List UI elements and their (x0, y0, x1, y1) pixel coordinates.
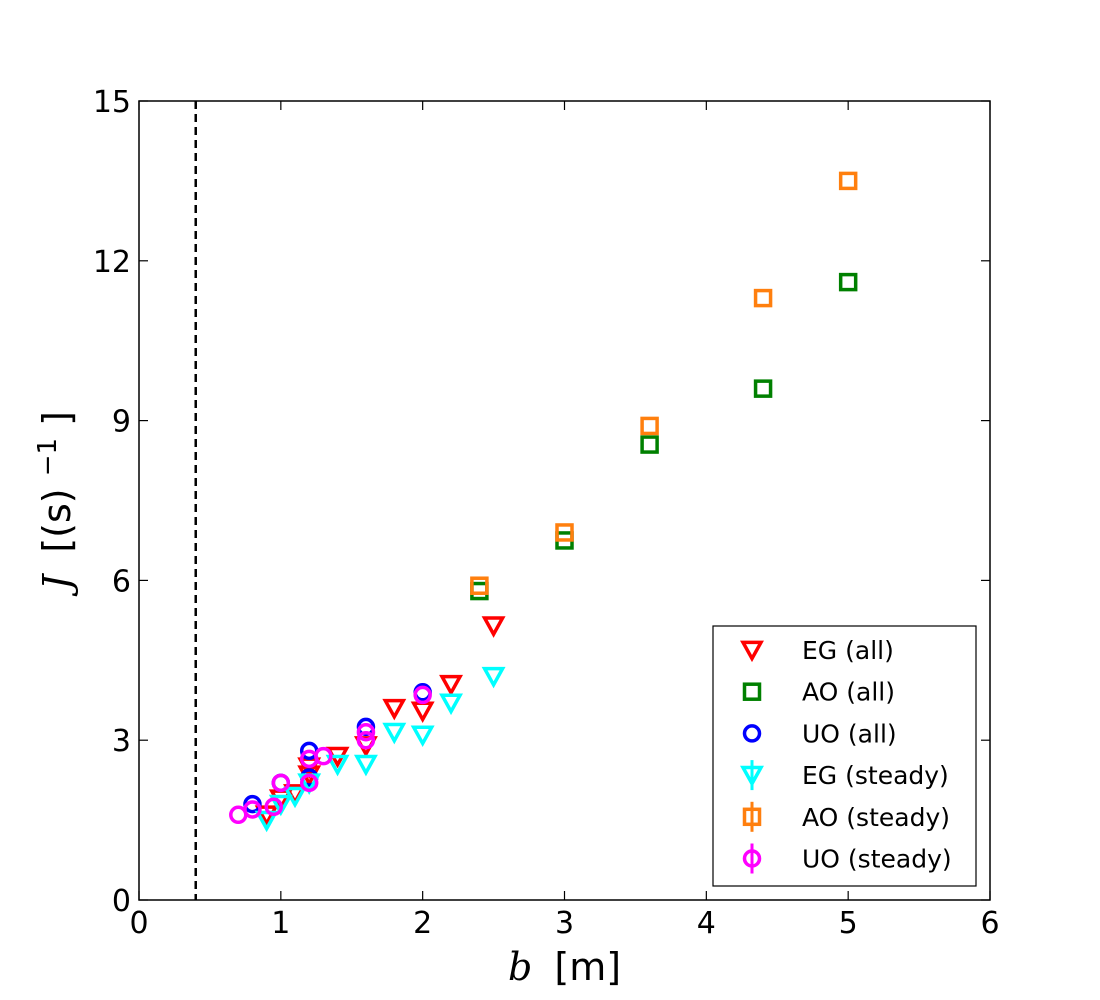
data-point-ao-all (753, 379, 773, 398)
data-point-uo-steady (314, 746, 333, 766)
y-tick-label: 12 (93, 245, 131, 280)
y-tick-label: 6 (112, 564, 131, 599)
legend-marker-uo-all (742, 724, 762, 743)
data-point-eg-steady (439, 693, 464, 716)
y-tick-label: 3 (112, 724, 131, 759)
data-point-ao-steady (555, 523, 574, 542)
y-axis-close-bracket: ] (35, 411, 79, 426)
data-point-uo-steady (243, 800, 262, 819)
legend-label-eg-steady: EG (steady) (802, 761, 949, 790)
data-point-ao-all (640, 435, 659, 454)
x-tick-label: 1 (271, 906, 290, 941)
data-point-eg-all (382, 698, 407, 721)
legend-label-ao-all: AO (all) (802, 678, 895, 707)
legend-marker-eg-steady (740, 765, 764, 788)
data-point-uo-steady (271, 773, 291, 793)
data-point-ao-steady (753, 288, 773, 308)
data-point-ao-steady (470, 576, 489, 595)
legend-marker-ao-steady (742, 807, 762, 827)
legend-label-eg-all: EG (all) (802, 636, 894, 665)
x-tick-label: 6 (980, 906, 999, 941)
x-tick-label: 2 (413, 906, 432, 941)
data-point-eg-steady (382, 722, 407, 745)
legend-label-uo-steady: UO (steady) (802, 845, 952, 874)
data-point-eg-steady (410, 725, 435, 748)
data-point-eg-steady (268, 794, 293, 817)
legend-marker-ao-all (742, 682, 762, 701)
x-tick-label: 0 (129, 906, 148, 941)
data-point-ao-all (838, 272, 858, 292)
data-point-uo-steady (299, 773, 319, 793)
legend: EG (all) AO (all) UO (all) EG (steady) AO (s… (712, 625, 977, 887)
y-axis-exponent: −1 (33, 438, 63, 476)
data-point-eg-all (439, 674, 464, 697)
series-uo-steady (229, 685, 432, 825)
x-tick-label: 3 (555, 906, 574, 941)
y-tick-label: 9 (112, 405, 131, 440)
legend-label-uo-all: UO (all) (802, 719, 897, 748)
data-point-eg-steady (353, 754, 378, 777)
y-axis-unit: [(s) (35, 488, 79, 552)
data-point-uo-steady (356, 722, 376, 742)
legend-box (712, 625, 977, 887)
data-point-eg-steady (325, 754, 350, 777)
data-point-ao-steady (640, 416, 659, 436)
y-tick-label: 0 (112, 884, 131, 919)
x-axis-label: b [m] (508, 945, 621, 989)
data-point-uo-steady (356, 730, 376, 750)
data-markers (229, 171, 858, 833)
data-point-ao-steady (838, 171, 858, 191)
x-axis-unit: [m] (554, 945, 621, 989)
data-point-eg-all (481, 616, 506, 638)
legend-marker-eg-all (740, 640, 764, 663)
data-point-uo-steady (264, 797, 283, 817)
y-tick-label: 15 (93, 85, 131, 120)
x-tick-label: 5 (839, 906, 858, 941)
x-axis-symbol: b (508, 945, 532, 989)
legend-marker-uo-steady (742, 849, 762, 868)
x-tick-label: 4 (697, 906, 716, 941)
series-ao-steady (470, 171, 858, 595)
data-point-eg-steady (283, 786, 307, 809)
data-point-uo-steady (413, 685, 432, 705)
data-point-eg-steady (481, 666, 506, 689)
legend-label-ao-steady: AO (steady) (802, 803, 950, 832)
